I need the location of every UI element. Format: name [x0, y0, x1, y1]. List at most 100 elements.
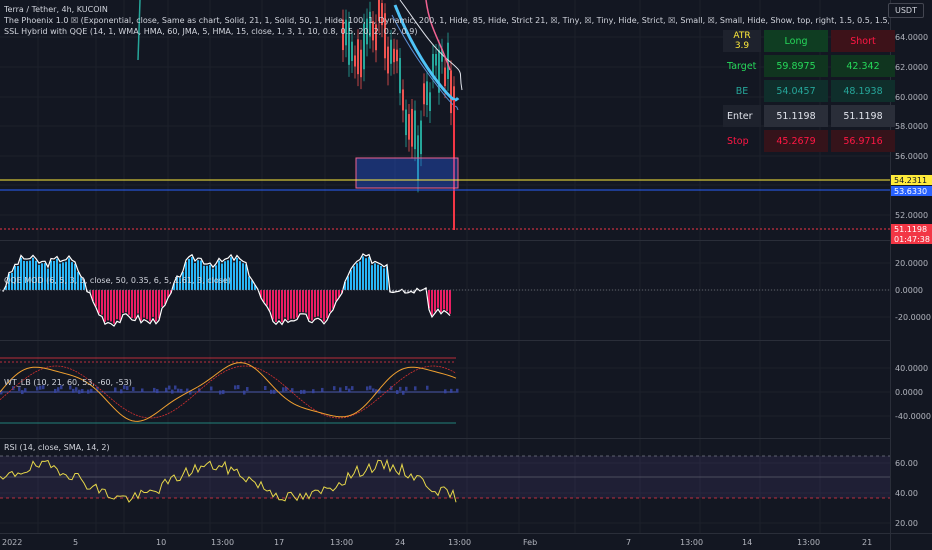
row-label-be: BE: [735, 85, 749, 97]
time-tick: Feb: [523, 538, 537, 547]
price-badge: [891, 186, 932, 196]
time-tick: 7: [626, 538, 631, 547]
qqe-bar: [176, 276, 178, 290]
wt-diff-bar: [39, 385, 42, 390]
qqe-bar: [266, 290, 268, 306]
qqe-bar: [188, 258, 190, 290]
row-label-enter: Enter: [723, 105, 761, 127]
time-tick: 13:00: [448, 538, 471, 547]
wt-diff-bar: [36, 386, 39, 391]
qqe-tick: 20.0000: [895, 259, 928, 268]
candle-body: [363, 23, 365, 70]
qqe-bar: [140, 290, 142, 321]
qqe-bar: [65, 261, 67, 290]
qqe-bar: [167, 290, 169, 298]
qqe-bar: [227, 260, 229, 290]
wt-diff-bar: [273, 389, 276, 394]
ssl-baseline: [393, 4, 460, 102]
qqe-bar: [368, 256, 370, 290]
qqe-bar: [332, 290, 334, 309]
wt-pane[interactable]: [0, 357, 459, 424]
qqe-bar: [92, 290, 94, 301]
candle-body: [369, 11, 371, 37]
candle-body: [357, 39, 359, 75]
candle-body: [366, 18, 368, 45]
qqe-bar: [338, 290, 340, 298]
qqe-legend[interactable]: QQE MOD (6, 5, 3, 3, close, 50, 0.35, 6,…: [4, 276, 231, 285]
qqe-bar: [365, 258, 367, 290]
qqe-bar: [182, 272, 184, 290]
wt-diff-bar: [87, 389, 90, 394]
band-upper: [399, 0, 463, 91]
qqe-bar: [95, 290, 97, 307]
qqe-bar: [71, 262, 73, 290]
chart-legend[interactable]: Terra / Tether, 4h, KUCOIN The Phoenix 1…: [4, 5, 889, 36]
atr-label: ATR: [733, 31, 751, 41]
qqe-bar: [248, 276, 250, 290]
qqe-bar: [293, 290, 295, 319]
price-tick: 60.0000: [895, 93, 928, 102]
time-tick: 5: [73, 538, 78, 547]
rsi-tick: 60.00: [895, 459, 918, 468]
rsi-pane[interactable]: [0, 455, 890, 503]
candle-body: [408, 114, 410, 140]
wt-diff-bar: [378, 389, 381, 394]
rsi-legend[interactable]: RSI (14, close, SMA, 14, 2): [4, 443, 110, 452]
qqe-pane[interactable]: [0, 253, 890, 327]
qqe-bar: [59, 263, 61, 290]
candle-body: [372, 21, 374, 41]
candle-body: [390, 39, 392, 64]
wt-diff-bar: [72, 388, 75, 393]
qqe-bar: [323, 290, 325, 322]
time-tick: 21: [862, 538, 872, 547]
qqe-bar: [326, 290, 328, 319]
wt-diff-bar: [222, 390, 225, 395]
indicator-legend-phoenix[interactable]: The Phoenix 1.0 ☒ (Exponential, close, S…: [4, 16, 889, 25]
wt-diff-bar: [414, 386, 417, 391]
qqe-bar: [11, 272, 13, 290]
qqe-bar: [110, 290, 112, 322]
wt-diff-bar: [114, 387, 117, 392]
currency-button[interactable]: USDT: [888, 3, 924, 18]
price-pane[interactable]: [0, 0, 890, 230]
candle-body: [378, 0, 380, 22]
qqe-bar: [356, 263, 358, 290]
qqe-bar: [215, 265, 217, 290]
qqe-bar: [29, 260, 31, 290]
wt-diff-bar: [399, 386, 402, 391]
wt-diff-bar: [69, 385, 72, 390]
symbol-title[interactable]: Terra / Tether, 4h, KUCOIN: [4, 5, 108, 14]
wt-diff-bar: [57, 387, 60, 392]
target-short-value: 42.342: [831, 55, 895, 77]
qqe-bar: [383, 268, 385, 290]
wt-diff-bar: [18, 387, 21, 392]
indicator-legend-ssl[interactable]: SSL Hybrid with QQE (14, 1, WMA, HMA, 60…: [4, 27, 418, 36]
qqe-bar: [374, 263, 376, 290]
qqe-bar: [158, 290, 160, 319]
candle-body: [402, 89, 404, 111]
time-tick: 2022: [2, 538, 22, 547]
price-axis[interactable]: 64.0000 62.0000 60.0000 58.0000 56.0000 52.00…: [895, 33, 931, 528]
atr-value: 3.9: [734, 41, 750, 51]
qqe-bar: [311, 290, 313, 321]
wt-diff-bar: [141, 388, 144, 393]
qqe-bar: [281, 290, 283, 323]
atr-cell: ATR 3.9: [723, 30, 761, 52]
stop-long-value: 45.2679: [764, 130, 828, 152]
wt-diff-bar: [237, 385, 240, 390]
qqe-bar: [194, 262, 196, 290]
wt-legend[interactable]: WT_LB (10, 21, 60, 53, -60, -53): [4, 378, 132, 387]
candle-body: [345, 19, 347, 46]
qqe-bar: [137, 290, 139, 314]
wt-diff-bar: [390, 386, 393, 391]
price-badge: [891, 175, 932, 185]
time-axis[interactable]: 2022 5 10 13:00 17 13:00 24 13:00 Feb 7 13:00 14 13:…: [2, 538, 872, 547]
qqe-bar: [449, 290, 451, 314]
qqe-bar: [206, 265, 208, 290]
qqe-bar: [413, 290, 415, 293]
qqe-bar: [431, 290, 433, 316]
qqe-bar: [116, 290, 118, 320]
qqe-bar: [434, 290, 436, 312]
